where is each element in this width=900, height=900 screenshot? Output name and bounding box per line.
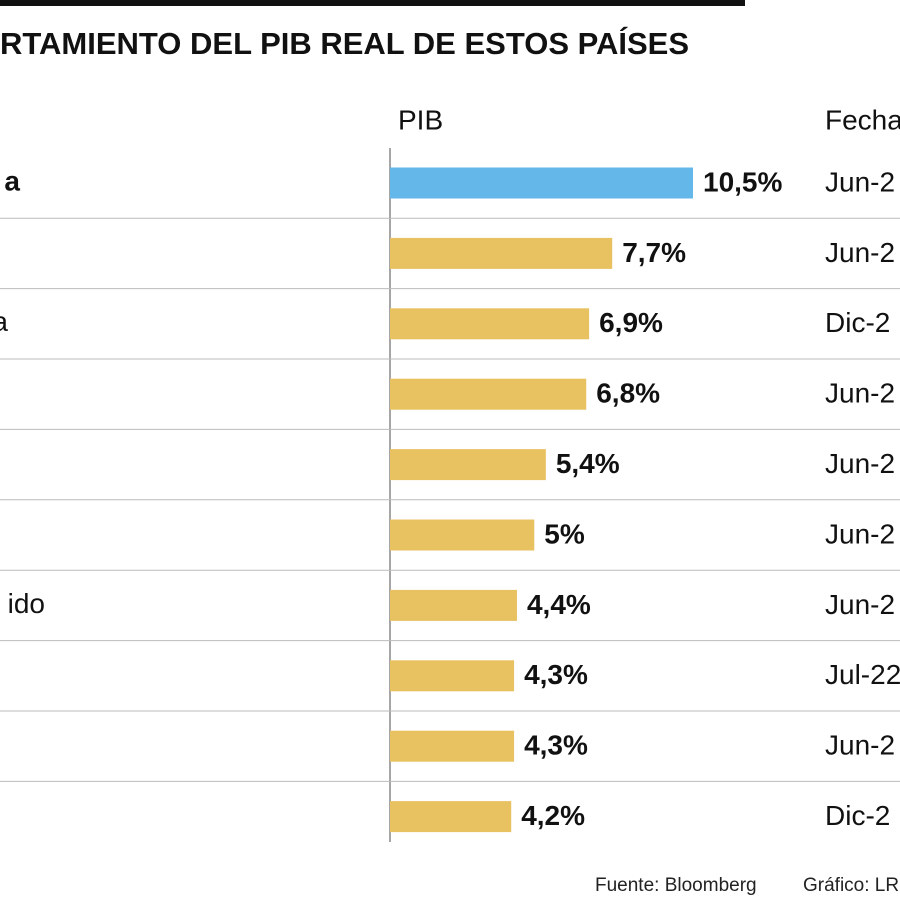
bar [390, 730, 515, 762]
top-rule [0, 0, 745, 6]
value-label: 4,4% [527, 589, 591, 620]
bar [390, 378, 587, 410]
date-label: Jun-2 [825, 518, 895, 549]
date-label: Dic-2 [825, 800, 890, 831]
value-label: 4,3% [524, 730, 588, 761]
date-label: Dic-2 [825, 307, 890, 338]
source: Fuente: Bloomberg [595, 875, 757, 896]
category-label: a [4, 165, 20, 196]
date-label: Jun-2 [825, 589, 895, 620]
category-label: a [0, 306, 8, 337]
value-label: 4,3% [524, 659, 588, 690]
bar [390, 308, 590, 340]
value-label: 6,8% [596, 378, 660, 409]
date-header: Fecha [825, 104, 900, 135]
date-label: Jun-2 [825, 166, 895, 197]
chart-title: RTAMIENTO DEL PIB REAL DE ESTOS PAÍSES [0, 26, 689, 61]
value-label: 5,4% [556, 448, 620, 479]
date-label: Jun-2 [825, 730, 895, 761]
credit: Gráfico: LR [803, 875, 899, 896]
bar [390, 449, 546, 481]
value-label: 10,5% [703, 166, 782, 197]
value-header: PIB [398, 104, 443, 135]
bar [390, 167, 693, 199]
bar [390, 589, 517, 621]
date-label: Jul-22 [825, 659, 900, 690]
value-label: 4,2% [521, 800, 585, 831]
bar [390, 801, 512, 833]
category-label: ido [8, 588, 45, 619]
date-label: Jun-2 [825, 237, 895, 268]
value-label: 6,9% [599, 307, 663, 338]
bar [390, 660, 515, 692]
date-label: Jun-2 [825, 378, 895, 409]
date-label: Jun-2 [825, 448, 895, 479]
value-label: 5% [544, 518, 585, 549]
bar [390, 519, 535, 551]
value-label: 7,7% [622, 237, 686, 268]
bar [390, 237, 613, 269]
